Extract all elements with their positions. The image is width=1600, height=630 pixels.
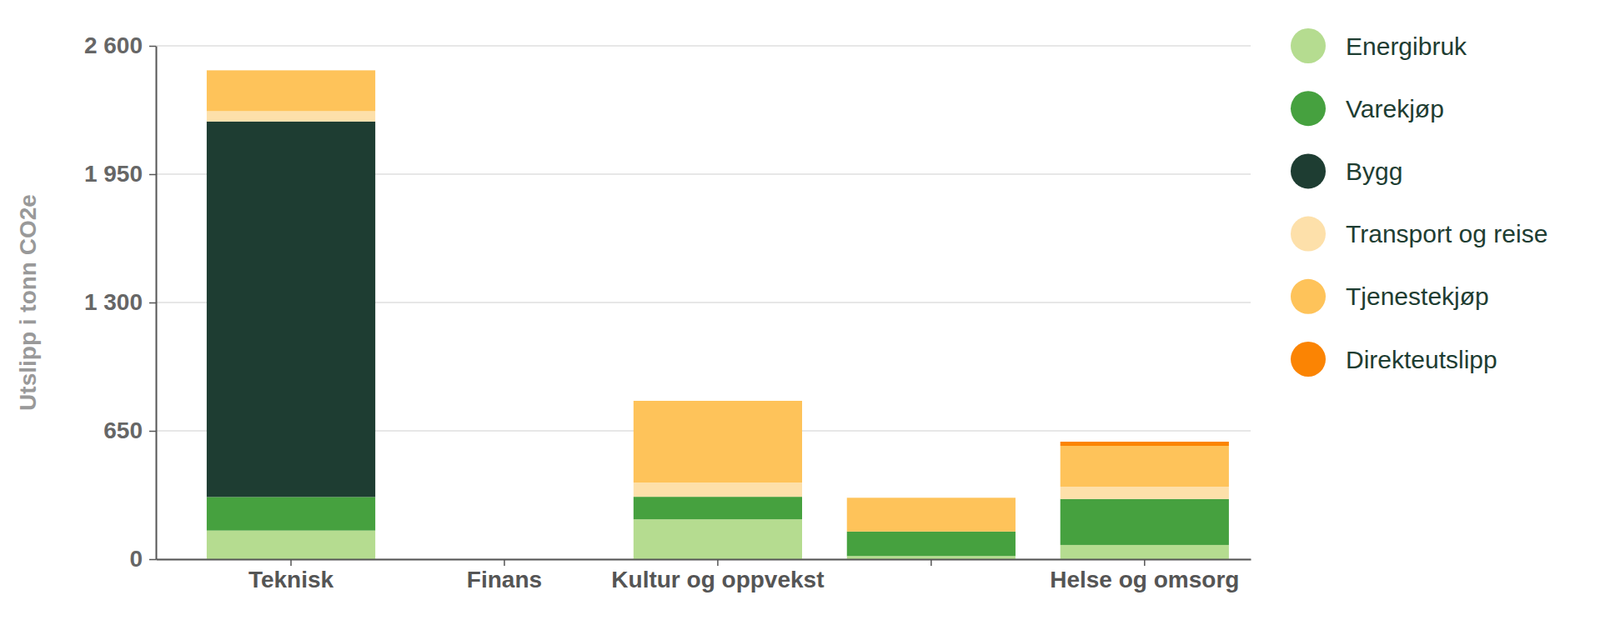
bar-segment <box>206 531 376 560</box>
x-tick-mark <box>503 559 506 567</box>
x-tick: Kultur og oppvekst <box>611 559 824 593</box>
x-tick-label: Teknisk <box>248 566 335 593</box>
bar-segment <box>847 497 1016 499</box>
y-tick-mark <box>149 302 156 305</box>
grid-line <box>155 558 1251 560</box>
bar-segment <box>847 531 1016 557</box>
bar-segment <box>206 70 376 71</box>
legend-swatch <box>1290 216 1326 252</box>
bar-segment <box>206 121 376 498</box>
x-axis-line <box>156 559 1252 562</box>
bars <box>206 70 1229 560</box>
y-tick-mark <box>149 45 156 48</box>
grid-line <box>155 45 1251 46</box>
x-tick-mark <box>1143 559 1146 567</box>
y-tick-label: 2 600 <box>84 32 143 59</box>
x-tick: Finans <box>466 559 542 593</box>
bar-segment <box>206 70 376 111</box>
bar-segment <box>1060 441 1229 447</box>
legend-swatch <box>1290 28 1326 64</box>
y-tick: 650 <box>103 417 156 444</box>
legend-label: Bygg <box>1345 157 1403 186</box>
legend-item: Direkteutslipp <box>1290 341 1498 377</box>
bar-segment <box>847 556 1016 560</box>
bar-segment <box>633 496 803 520</box>
x-tick: Teknisk <box>248 559 335 593</box>
legend-swatch <box>1290 341 1326 377</box>
y-tick-label: 1 300 <box>84 289 143 316</box>
y-tick-label: 0 <box>129 546 143 572</box>
bar-segment <box>1060 499 1229 546</box>
x-tick-mark <box>717 559 719 567</box>
legend-item: Tjenestekjøp <box>1290 279 1490 315</box>
series-bars <box>206 496 1229 557</box>
y-axis: 0 650 1 300 1 950 2 600 <box>84 32 157 572</box>
y-tick: 2 600 <box>84 32 156 59</box>
x-tick-label: Finans <box>466 566 542 593</box>
legend-item: Energibruk <box>1290 28 1468 64</box>
bar-segment <box>1060 486 1229 500</box>
legend-swatch <box>1290 279 1326 315</box>
series-bars <box>1060 441 1229 447</box>
bar-segment <box>206 110 376 121</box>
series-bars <box>206 110 1229 499</box>
y-tick-mark <box>149 174 156 176</box>
bar-segment <box>633 519 803 560</box>
series-bars <box>206 70 1229 532</box>
y-tick: 1 300 <box>84 289 156 316</box>
chart: 0 650 1 300 1 950 2 600 Teknisk Finans Kultur o… <box>0 0 1600 630</box>
legend-label: Energibruk <box>1345 32 1468 61</box>
bar-segment <box>847 497 1016 532</box>
y-tick-label: 1 950 <box>84 160 143 187</box>
series-bars <box>206 121 376 498</box>
x-tick-mark <box>290 559 292 567</box>
y-tick: 0 <box>129 546 156 572</box>
legend-swatch <box>1290 153 1326 189</box>
bar-segment <box>1060 446 1229 487</box>
legend-label: Transport og reise <box>1345 220 1548 248</box>
y-axis-title: Utslipp i tonn CO2e <box>15 194 41 412</box>
x-tick <box>930 559 932 567</box>
y-tick-mark <box>149 431 156 433</box>
y-tick-label: 650 <box>103 417 143 444</box>
legend-label: Varekjøp <box>1345 95 1445 123</box>
bar-segment <box>1060 545 1229 560</box>
x-tick-label: Helse og omsorg <box>1049 566 1239 593</box>
legend-item: Transport og reise <box>1290 216 1548 252</box>
grid <box>155 45 1251 560</box>
legend-item: Varekjøp <box>1290 90 1445 126</box>
bar-segment <box>633 482 803 497</box>
bar-segment <box>633 400 803 402</box>
legend-label: Tjenestekjøp <box>1345 282 1490 311</box>
x-axis: Teknisk Finans Kultur og oppvekst Helse og … <box>156 559 1252 593</box>
x-tick-mark <box>930 559 933 567</box>
legend-swatch <box>1290 90 1326 126</box>
y-tick-mark <box>149 559 156 562</box>
y-tick: 1 950 <box>84 160 156 187</box>
x-tick-label: Kultur og oppvekst <box>611 566 824 593</box>
legend-label: Direkteutslipp <box>1345 346 1498 374</box>
x-tick: Helse og omsorg <box>1049 559 1239 593</box>
bar-segment <box>206 496 376 531</box>
legend-item: Bygg <box>1290 153 1403 189</box>
legend: Energibruk Varekjøp Bygg Transport og reise… <box>1290 28 1548 377</box>
bar-segment <box>633 401 803 483</box>
